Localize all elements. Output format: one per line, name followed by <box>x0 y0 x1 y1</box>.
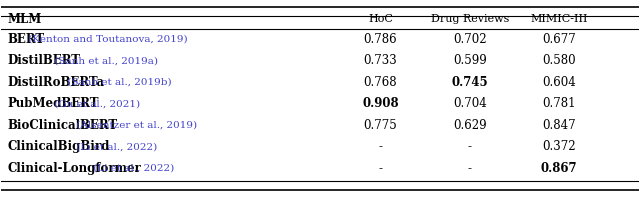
Text: DistilRoBERTa: DistilRoBERTa <box>8 76 105 89</box>
Text: -: - <box>468 162 472 175</box>
Text: 0.768: 0.768 <box>364 76 397 89</box>
Text: -: - <box>378 162 383 175</box>
Text: 0.847: 0.847 <box>542 119 576 132</box>
Text: (Li et al., 2022): (Li et al., 2022) <box>90 164 174 173</box>
Text: (Kenton and Toutanova, 2019): (Kenton and Toutanova, 2019) <box>25 35 188 44</box>
Text: -: - <box>378 140 383 153</box>
Text: Drug Reviews: Drug Reviews <box>431 14 509 24</box>
Text: BioClinicalBERT: BioClinicalBERT <box>8 119 118 132</box>
Text: 0.704: 0.704 <box>453 97 486 110</box>
Text: 0.702: 0.702 <box>453 33 486 46</box>
Text: (Sanh et al., 2019a): (Sanh et al., 2019a) <box>51 56 158 65</box>
Text: 0.733: 0.733 <box>364 54 397 67</box>
Text: MIMIC-III: MIMIC-III <box>530 14 588 24</box>
Text: 0.786: 0.786 <box>364 33 397 46</box>
Text: 0.604: 0.604 <box>542 76 576 89</box>
Text: ClinicalBigBird: ClinicalBigBird <box>8 140 110 153</box>
Text: DistilBERT: DistilBERT <box>8 54 81 67</box>
Text: 0.745: 0.745 <box>451 76 488 89</box>
Text: 0.908: 0.908 <box>362 97 399 110</box>
Text: 0.599: 0.599 <box>453 54 486 67</box>
Text: -: - <box>468 140 472 153</box>
Text: BERT: BERT <box>8 33 45 46</box>
Text: 0.372: 0.372 <box>542 140 576 153</box>
Text: Clinical-Longformer: Clinical-Longformer <box>8 162 141 175</box>
Text: 0.629: 0.629 <box>453 119 486 132</box>
Text: 0.580: 0.580 <box>542 54 576 67</box>
Text: PubMedBERT: PubMedBERT <box>8 97 99 110</box>
Text: 0.775: 0.775 <box>364 119 397 132</box>
Text: (Sanh et al., 2019b): (Sanh et al., 2019b) <box>64 78 172 87</box>
Text: HoC: HoC <box>368 14 393 24</box>
Text: (Alsentzer et al., 2019): (Alsentzer et al., 2019) <box>73 121 197 130</box>
Text: (Li et al., 2022): (Li et al., 2022) <box>73 142 157 151</box>
Text: 0.867: 0.867 <box>541 162 577 175</box>
Text: 0.677: 0.677 <box>542 33 576 46</box>
Text: MLM: MLM <box>8 13 42 26</box>
Text: (Gu et al., 2021): (Gu et al., 2021) <box>51 99 140 108</box>
Text: 0.781: 0.781 <box>542 97 576 110</box>
